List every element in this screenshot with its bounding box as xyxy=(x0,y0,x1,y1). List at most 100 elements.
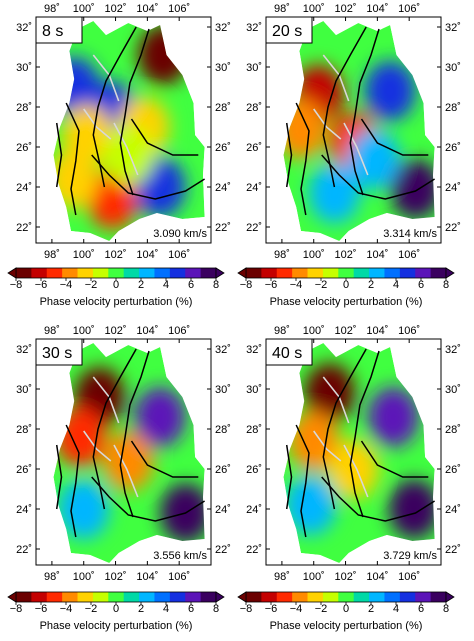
colorbar-tick-label: 4 xyxy=(163,279,169,291)
colorbar: −8 −6 −4 −2 0 2 4 6 8 Phase velocity perturbation… xyxy=(7,591,225,632)
y-tick-label: 28˚ xyxy=(215,424,231,436)
colorbar-tick-label: 8 xyxy=(213,603,219,615)
x-tick-label: 102˚ xyxy=(105,249,127,261)
anomaly-blob xyxy=(283,99,327,159)
colorbar-segment xyxy=(139,592,155,602)
colorbar-tick-label: 2 xyxy=(368,603,374,615)
colorbar-segment xyxy=(16,268,32,278)
fault-trace xyxy=(55,444,63,510)
colorbar-segment xyxy=(384,268,401,278)
colorbar-segment xyxy=(338,592,355,602)
gray-fault-trace xyxy=(113,122,139,176)
x-tick-label: 98˚ xyxy=(274,249,290,261)
colorbar-tick-label: 0 xyxy=(343,279,349,291)
colorbar-segment xyxy=(292,592,308,602)
y-tick-label: 26˚ xyxy=(16,142,32,154)
gray-fault-trace xyxy=(343,122,369,176)
colorbar: −8 −6 −4 −2 0 2 4 6 8 Phase velocity perturbation… xyxy=(7,267,225,308)
colorbar-max-arrow xyxy=(445,591,455,603)
colorbar-tick-label: 2 xyxy=(138,603,144,615)
colorbar-segment xyxy=(169,592,186,602)
fault-trace xyxy=(130,118,199,156)
colorbar-segment xyxy=(430,268,447,278)
fault-trace xyxy=(360,118,429,156)
y-tick-label: 30˚ xyxy=(215,384,231,396)
colorbar-segment xyxy=(399,592,416,602)
colorbar-tick-label: 8 xyxy=(443,279,449,291)
fault-lines xyxy=(55,26,205,216)
colorbar-tick-label: −2 xyxy=(85,603,98,615)
colorbar-tick-label: −6 xyxy=(265,279,278,291)
x-tick-label: 106˚ xyxy=(168,3,190,15)
colorbar-label: Phase velocity perturbation (%) xyxy=(40,296,193,308)
y-tick-label: 24˚ xyxy=(215,182,231,194)
colorbar-tick-label: −8 xyxy=(240,603,253,615)
colorbar-segment xyxy=(338,268,355,278)
y-tick-label: 30˚ xyxy=(445,384,461,396)
y-tick-label: 22˚ xyxy=(16,222,32,234)
colorbar-segment xyxy=(92,592,109,602)
x-tick-label: 104˚ xyxy=(136,3,158,15)
y-tick-label: 22˚ xyxy=(246,544,262,556)
colorbar-segment xyxy=(430,592,447,602)
gray-fault-trace xyxy=(83,430,112,462)
fault-trace xyxy=(119,28,150,196)
y-tick-label: 28˚ xyxy=(16,424,32,436)
colorbar-tick-label: 6 xyxy=(418,279,424,291)
reference-velocity: 3.314 km/s xyxy=(383,228,437,240)
colorbar-segment xyxy=(415,592,432,602)
x-tick-label: 102˚ xyxy=(335,3,357,15)
x-tick-label: 98˚ xyxy=(44,325,60,337)
y-tick-label: 30˚ xyxy=(16,62,32,74)
anomaly-blob xyxy=(134,387,186,447)
colorbar-segment xyxy=(108,268,125,278)
colorbar-min-arrow xyxy=(237,267,247,279)
fault-trace xyxy=(119,350,150,518)
colorbar-tick-label: 8 xyxy=(443,603,449,615)
colorbar-tick-label: 0 xyxy=(343,603,349,615)
colorbar-segment xyxy=(307,592,324,602)
fault-trace xyxy=(285,122,293,188)
fault-trace xyxy=(349,28,380,196)
colorbar-segment xyxy=(169,268,186,278)
anomaly-layer xyxy=(285,363,435,539)
anomaly-blob xyxy=(55,407,106,467)
colorbar-segment xyxy=(384,592,401,602)
velocity-field xyxy=(53,343,205,563)
fault-trace xyxy=(360,440,429,478)
anomaly-layer xyxy=(283,61,435,223)
fault-lines xyxy=(55,348,205,538)
colorbar-segment xyxy=(92,268,109,278)
y-tick-label: 32˚ xyxy=(246,344,262,356)
x-tick-label: 106˚ xyxy=(168,571,190,583)
colorbar-tick-label: 4 xyxy=(393,603,399,615)
x-tick-label: 100˚ xyxy=(73,249,95,261)
colorbar-segment xyxy=(261,592,278,602)
colorbar-label: Phase velocity perturbation (%) xyxy=(270,296,423,308)
x-tick-label: 106˚ xyxy=(168,249,190,261)
gray-fault-trace xyxy=(83,108,112,140)
colorbar-tick-label: −8 xyxy=(240,279,253,291)
gray-fault-trace xyxy=(313,430,342,462)
fault-trace xyxy=(55,122,63,188)
period-label-box xyxy=(265,338,313,366)
y-tick-label: 24˚ xyxy=(16,504,32,516)
anomaly-blob xyxy=(388,479,435,539)
y-tick-label: 24˚ xyxy=(16,182,32,194)
fault-trace xyxy=(285,444,293,510)
colorbar-tick-label: 2 xyxy=(368,279,374,291)
x-tick-label: 102˚ xyxy=(335,571,357,583)
colorbar-tick-label: 0 xyxy=(113,279,119,291)
y-tick-label: 24˚ xyxy=(246,182,262,194)
colorbar-min-arrow xyxy=(7,267,17,279)
fault-trace xyxy=(91,476,205,522)
y-tick-label: 30˚ xyxy=(16,384,32,396)
gray-fault-trace xyxy=(113,444,139,498)
anomaly-blob xyxy=(390,159,435,219)
map-frame xyxy=(35,16,212,244)
x-tick-label: 98˚ xyxy=(274,3,290,15)
colorbar-max-arrow xyxy=(215,267,225,279)
colorbar-tick-label: −2 xyxy=(315,603,328,615)
x-tick-label: 104˚ xyxy=(366,325,388,337)
colorbar-segment xyxy=(276,592,293,602)
